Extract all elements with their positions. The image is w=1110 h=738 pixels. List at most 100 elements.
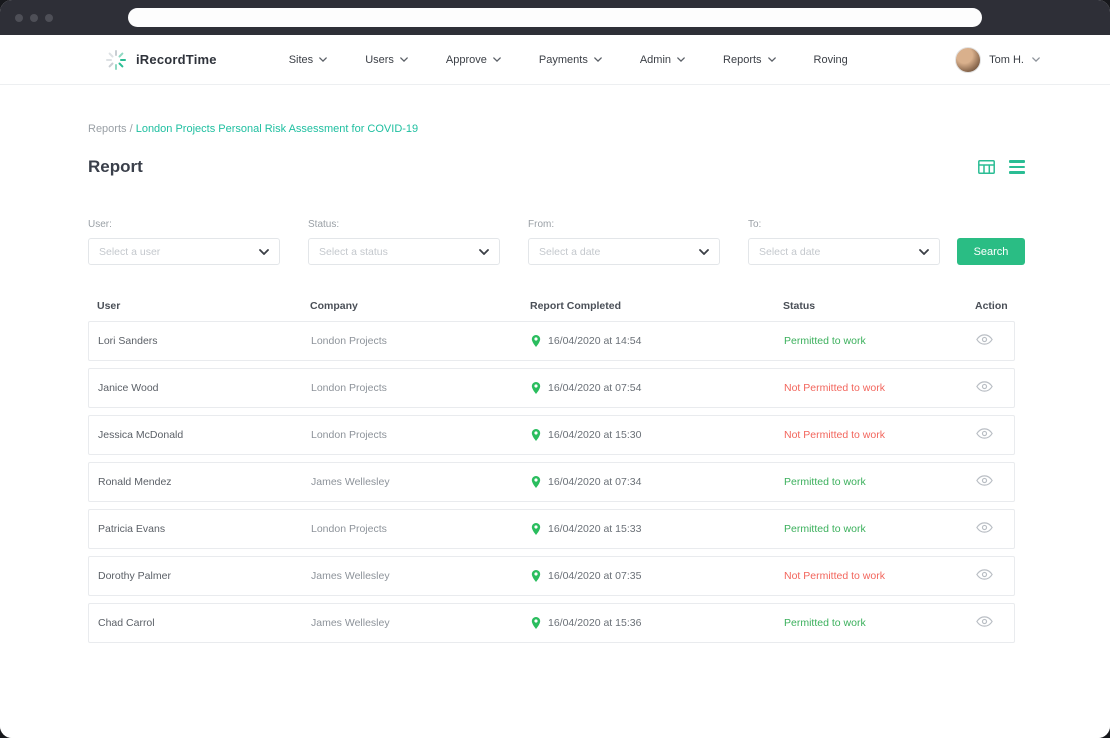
user-select[interactable]: Select a user [88,238,280,265]
chevron-down-icon [593,57,602,62]
report-completed-cell: 16/04/2020 at 07:54 [522,381,775,395]
report-completed-cell: 16/04/2020 at 15:36 [522,616,775,630]
chevron-down-icon [319,57,328,62]
to-date-select[interactable]: Select a date [748,238,940,265]
view-report-button[interactable] [976,569,993,580]
company-cell: James Wellesley [311,476,390,488]
user-cell: Jessica McDonald [98,429,184,441]
table-row: Patricia Evans London Projects 16/04/202… [88,509,1015,549]
nav-item-label: Admin [639,53,672,66]
view-report-button[interactable] [976,522,993,533]
brand[interactable]: iRecordTime [105,49,217,71]
user-name: Tom H. [989,53,1024,66]
user-cell: Patricia Evans [98,523,166,535]
company-cell: London Projects [311,335,387,347]
table-row: Ronald Mendez James Wellesley 16/04/2020 [88,462,1015,502]
status-select[interactable]: Select a status [308,238,500,265]
table-body: Lori Sanders London Projects 16/04/2020 … [88,321,1015,643]
nav-item[interactable]: Users [365,54,408,66]
company-cell: London Projects [311,523,387,535]
nav-item-label: Roving [813,53,848,66]
breadcrumb-current-link[interactable]: London Projects Personal Risk Assessment… [135,123,419,135]
breadcrumb: Reports / London Projects Personal Risk … [88,123,1025,135]
table-header: User Company Report Completed Status Act… [88,291,1015,321]
avatar[interactable] [955,46,982,73]
nav-item[interactable]: Sites [288,53,328,66]
chevron-down-icon [400,57,408,62]
view-report-button[interactable] [976,428,993,439]
nav-item[interactable]: Admin [640,54,685,66]
status-badge: Permitted to work [784,335,866,347]
nav-item-label: Users [365,53,394,66]
chevron-down-icon [767,57,776,62]
user-cell: Dorothy Palmer [98,570,171,582]
brand-spinner-icon [105,49,127,71]
chevron-down-icon [919,248,929,255]
list-view-icon[interactable] [1009,160,1025,174]
report-completed-cell: 16/04/2020 at 07:35 [522,569,775,583]
status-badge: Not Permitted to work [784,570,885,582]
nav-item[interactable]: Roving [814,54,848,66]
user-menu[interactable]: Tom H. [955,46,1040,73]
breadcrumb-reports-link[interactable]: Reports [88,123,127,135]
search-button[interactable]: Search [957,238,1025,265]
nav-item[interactable]: Payments [539,54,602,66]
report-completed-cell: 16/04/2020 at 15:33 [522,522,775,536]
report-completed-cell: 16/04/2020 at 07:34 [522,475,775,489]
table-row: Chad Carrol James Wellesley 16/04/2020 a… [88,603,1015,643]
report-completed-text: 16/04/2020 at 14:54 [548,335,642,347]
report-completed-text: 16/04/2020 at 15:30 [548,429,642,441]
brand-name: iRecordTime [136,52,217,67]
status-badge: Not Permitted to work [784,382,885,394]
status-filter-label: Status: [308,219,340,230]
table-view-icon[interactable] [978,160,995,174]
chevron-down-icon [479,248,489,255]
page-title: Report [88,157,143,176]
table-row: Dorothy Palmer James Wellesley 16/04/202… [88,556,1015,596]
breadcrumb-separator: / [126,123,136,135]
view-report-button[interactable] [976,475,993,486]
url-bar[interactable] [128,8,982,27]
window-maximize-button[interactable] [45,13,53,22]
from-date-placeholder: Select a date [539,245,601,258]
company-cell: James Wellesley [311,617,390,629]
table-row: Janice Wood London Projects 16/04/2020 a… [88,368,1015,408]
from-date-select[interactable]: Select a date [528,238,720,265]
col-header-user: User [97,300,121,312]
col-header-action: Action [975,300,1008,312]
app-header: iRecordTime Sites Users [0,35,1110,85]
status-badge: Permitted to work [784,523,866,535]
nav-item-label: Reports [723,53,762,66]
to-date-placeholder: Select a date [759,245,821,258]
nav-item[interactable]: Reports [723,54,776,66]
user-cell: Lori Sanders [98,335,158,347]
chevron-down-icon [699,248,709,255]
report-completed-text: 16/04/2020 at 15:33 [548,523,642,535]
company-cell: London Projects [311,382,387,394]
chevron-down-icon [1032,57,1040,62]
chevron-down-icon [677,57,685,62]
user-select-placeholder: Select a user [99,245,161,258]
location-pin-icon [531,381,541,395]
nav-item-label: Approve [445,53,487,66]
report-completed-text: 16/04/2020 at 15:36 [548,617,642,629]
col-header-completed: Report Completed [530,300,622,312]
view-report-button[interactable] [976,616,993,627]
location-pin-icon [531,475,541,489]
user-cell: Chad Carrol [98,617,155,629]
view-report-button[interactable] [976,381,993,392]
to-filter-label: To: [748,219,762,230]
table-row: Jessica McDonald London Projects 16/04/2… [88,415,1015,455]
report-table: User Company Report Completed Status Act… [88,291,1015,643]
status-badge: Not Permitted to work [784,429,885,441]
from-filter-label: From: [528,219,555,230]
window-minimize-button[interactable] [30,13,38,22]
view-report-button[interactable] [976,334,993,345]
filter-bar: User: Select a user Status: Select a sta… [88,219,1025,265]
nav-item-label: Sites [288,53,314,66]
location-pin-icon [531,569,541,583]
window-close-button[interactable] [15,13,23,22]
chevron-down-icon [493,57,501,62]
nav-item[interactable]: Approve [446,54,501,66]
